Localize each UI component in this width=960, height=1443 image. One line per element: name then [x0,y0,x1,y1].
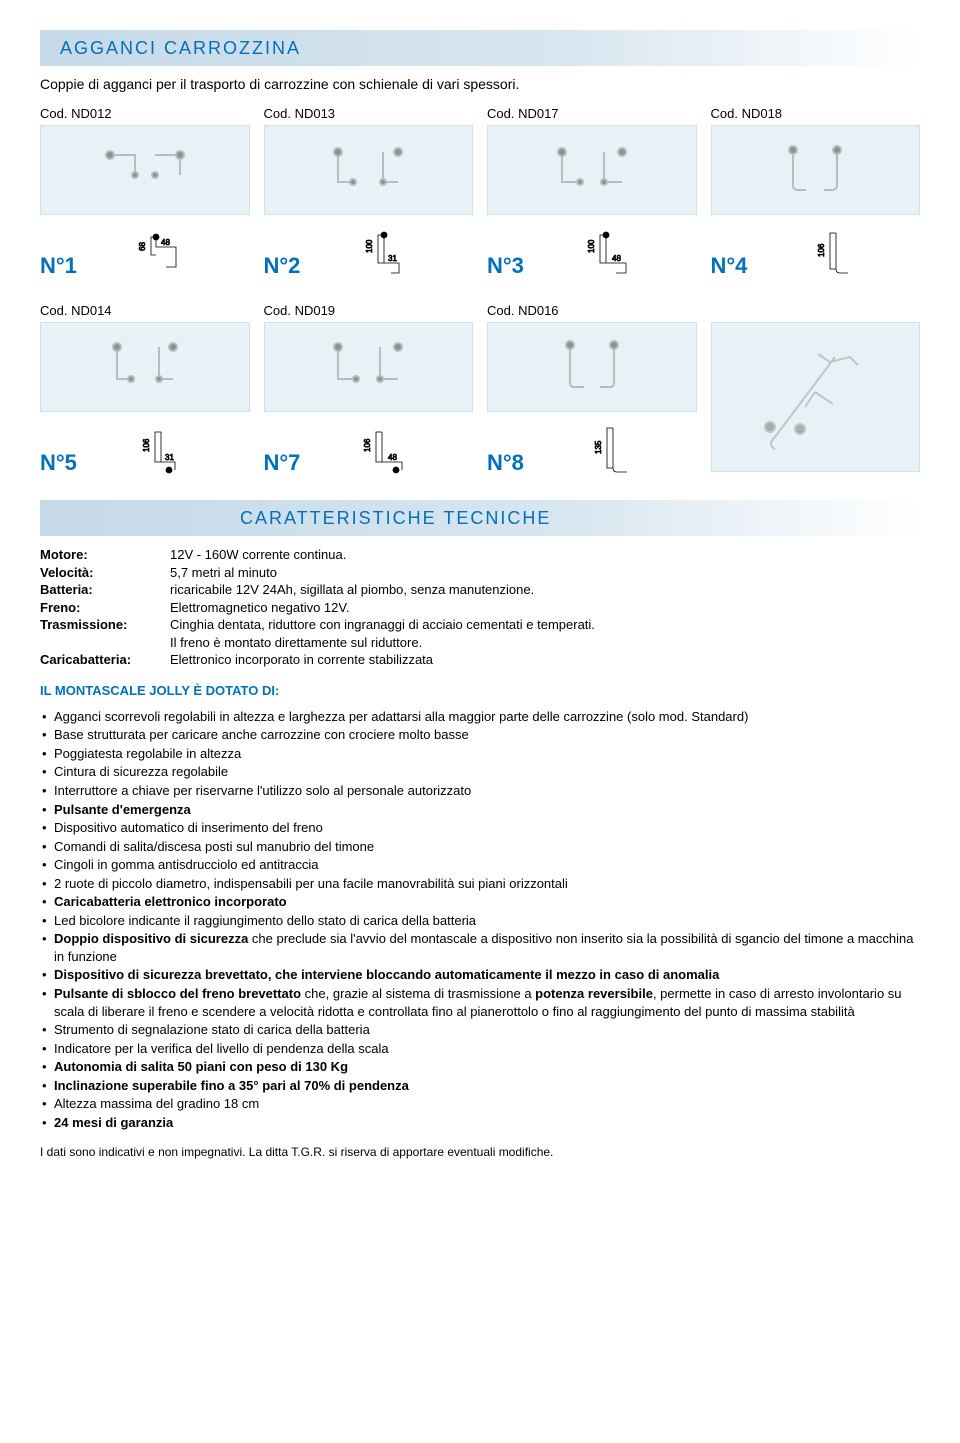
feature-item: Interruttore a chiave per riservarne l'u… [40,782,920,800]
n-label: N°2 [264,253,308,279]
svg-text:106: 106 [142,438,151,452]
spec-value: Il freno è montato direttamente sul ridu… [170,634,422,652]
product-grid-row1: Cod. ND012 N°1 68 48 Cod. ND013 N°2 100 31 [40,106,920,279]
product-code: Cod. ND018 [711,106,921,121]
product-code [711,303,921,318]
feature-item: Pulsante d'emergenza [40,801,920,819]
product-cell: Cod. ND018 N°4 106 [711,106,921,279]
intro-text: Coppie di agganci per il trasporto di ca… [40,76,920,92]
product-code: Cod. ND014 [40,303,250,318]
svg-text:100: 100 [587,239,596,253]
feature-item: Autonomia di salita 50 piani con peso di… [40,1058,920,1076]
feature-item: Doppio dispositivo di sicurezza che prec… [40,930,920,965]
feature-item: Indicatore per la verifica del livello d… [40,1040,920,1058]
product-image [264,125,474,215]
product-code: Cod. ND012 [40,106,250,121]
svg-text:48: 48 [388,453,397,462]
product-code: Cod. ND019 [264,303,474,318]
feature-item: Caricabatteria elettronico incorporato [40,893,920,911]
product-image [40,322,250,412]
dim-sketch: 106 48 [316,426,474,476]
dim-sketch: 106 31 [92,426,250,476]
svg-text:48: 48 [612,254,621,263]
n-label: N°5 [40,450,84,476]
svg-text:106: 106 [363,438,372,452]
spec-value: Elettronico incorporato in corrente stab… [170,651,920,669]
spec-label: Batteria: [40,581,170,599]
product-image [711,125,921,215]
dim-sketch: 100 31 [316,229,474,279]
spec-value: Elettromagnetico negativo 12V. [170,599,920,617]
svg-text:48: 48 [161,238,170,247]
spec-label: Velocità: [40,564,170,582]
svg-text:135: 135 [594,440,603,454]
feature-item: Cingoli in gomma antisdrucciolo ed antit… [40,856,920,874]
product-image [264,322,474,412]
n-label: N°4 [711,253,755,279]
product-image [487,322,697,412]
n-label: N°3 [487,253,531,279]
product-grid-row2: Cod. ND014 N°5 106 31 Cod. ND019 N°7 106 4… [40,303,920,476]
dim-sketch: 68 48 [92,229,250,279]
feature-item: 24 mesi di garanzia [40,1114,920,1132]
spec-label: Freno: [40,599,170,617]
product-cell: Cod. ND012 N°1 68 48 [40,106,250,279]
spec-value: 5,7 metri al minuto [170,564,920,582]
dim-sketch: 135 [539,426,697,476]
feature-item: Comandi di salita/discesa posti sul manu… [40,838,920,856]
product-cell: Cod. ND019 N°7 106 48 [264,303,474,476]
dim-sketch: 106 [763,229,921,279]
feature-item: Agganci scorrevoli regolabili in altezza… [40,708,920,726]
feature-item: Poggiatesta regolabile in altezza [40,745,920,763]
product-cell: Cod. ND013 N°2 100 31 [264,106,474,279]
spec-value: ricaricabile 12V 24Ah, sigillata al piom… [170,581,920,599]
section-title-specs: CARATTERISTICHE TECNICHE [240,508,551,529]
svg-text:31: 31 [165,453,174,462]
section-header-specs: CARATTERISTICHE TECNICHE [40,500,920,536]
svg-text:106: 106 [817,243,826,257]
section-header-agganci: AGGANCI CARROZZINA [40,30,920,66]
product-cell: Cod. ND014 N°5 106 31 [40,303,250,476]
product-code: Cod. ND017 [487,106,697,121]
feature-item: Base strutturata per caricare anche carr… [40,726,920,744]
specs-block: Motore:12V - 160W corrente continua. Vel… [40,546,920,669]
spec-label: Caricabatteria: [40,651,170,669]
feature-item: Altezza massima del gradino 18 cm [40,1095,920,1113]
n-label: N°7 [264,450,308,476]
product-cell [711,303,921,476]
feature-item: Inclinazione superabile fino a 35° pari … [40,1077,920,1095]
spec-label: Trasmissione: [40,616,170,634]
features-title: IL MONTASCALE JOLLY È DOTATO DI: [40,683,920,698]
product-image [40,125,250,215]
svg-text:68: 68 [138,242,147,251]
dim-sketch: 100 48 [539,229,697,279]
section-title-agganci: AGGANCI CARROZZINA [60,38,301,59]
feature-item: Pulsante di sblocco del freno brevettato… [40,985,920,1020]
spec-label: Motore: [40,546,170,564]
spec-value: Cinghia dentata, riduttore con ingranagg… [170,616,920,634]
product-cell: Cod. ND016 N°8 135 [487,303,697,476]
product-image-device [711,322,921,472]
feature-item: Dispositivo di sicurezza brevettato, che… [40,966,920,984]
spec-value: 12V - 160W corrente continua. [170,546,920,564]
n-label: N°1 [40,253,84,279]
feature-item: Cintura di sicurezza regolabile [40,763,920,781]
feature-item: 2 ruote di piccolo diametro, indispensab… [40,875,920,893]
features-list: Agganci scorrevoli regolabili in altezza… [40,708,920,1132]
product-code: Cod. ND016 [487,303,697,318]
disclaimer: I dati sono indicativi e non impegnativi… [40,1145,920,1159]
product-code: Cod. ND013 [264,106,474,121]
product-image [487,125,697,215]
feature-item: Led bicolore indicante il raggiungimento… [40,912,920,930]
svg-text:31: 31 [388,254,397,263]
product-cell: Cod. ND017 N°3 100 48 [487,106,697,279]
svg-text:100: 100 [365,239,374,253]
feature-item: Strumento di segnalazione stato di caric… [40,1021,920,1039]
n-label: N°8 [487,450,531,476]
feature-item: Dispositivo automatico di inserimento de… [40,819,920,837]
